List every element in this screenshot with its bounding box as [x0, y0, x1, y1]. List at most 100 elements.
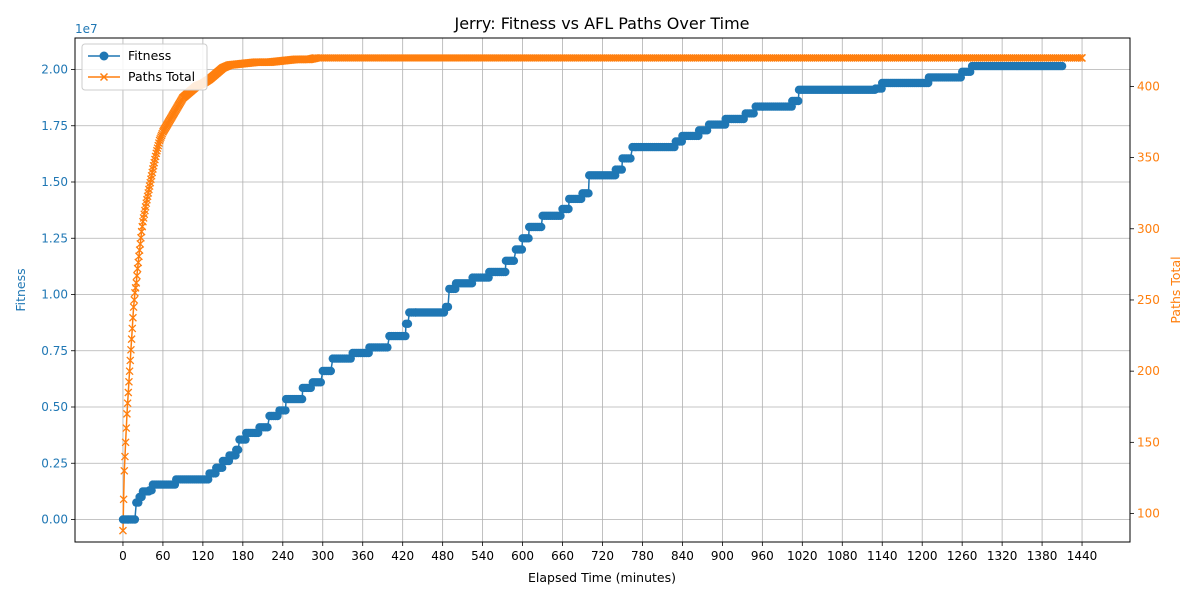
y-left-tick-label: 1.25	[41, 231, 68, 245]
x-tick-label: 1380	[1027, 549, 1058, 563]
fitness-point	[794, 96, 803, 106]
chart-title: Jerry: Fitness vs AFL Paths Over Time	[453, 14, 749, 33]
fitness-point	[617, 165, 626, 174]
paths-total-point	[130, 296, 139, 304]
fitness-point	[556, 211, 565, 220]
fitness-point	[749, 109, 758, 118]
paths-total-point	[126, 356, 135, 365]
x-tick-label: 480	[431, 549, 454, 563]
legend-paths-label: Paths Total	[128, 69, 195, 84]
x-tick-label: 660	[551, 549, 574, 563]
y-right-tick-label: 250	[1137, 293, 1160, 307]
x-tick-label: 1020	[787, 549, 818, 563]
x-tick-label: 180	[231, 549, 254, 563]
paths-total-point	[124, 388, 133, 397]
paths-total-point	[122, 424, 131, 433]
x-tick-label: 540	[471, 549, 494, 563]
y-axis-label-right: Paths Total	[1168, 256, 1183, 323]
legend-fitness-label: Fitness	[128, 48, 171, 63]
x-tick-label: 300	[311, 549, 334, 563]
fitness-point	[326, 366, 335, 376]
fitness-point	[626, 154, 635, 163]
x-tick-label: 840	[671, 549, 694, 563]
axes: 0 60 120 180 240 300 360 420 480 540 600 660 720 780 8…	[41, 63, 1160, 564]
x-tick-label: 1440	[1067, 549, 1098, 563]
y-right-tick-label: 300	[1137, 222, 1160, 236]
fitness-point	[263, 423, 272, 432]
paths-total-point	[122, 409, 131, 418]
fitness-point	[509, 256, 519, 265]
y-left-tick-label: 0.50	[41, 400, 68, 414]
fitness-point	[234, 445, 243, 454]
fitness-point	[241, 435, 250, 444]
paths-total-point	[128, 324, 137, 333]
fitness-point	[501, 267, 510, 277]
paths-total-point	[127, 335, 136, 344]
fitness-point	[281, 406, 290, 415]
x-tick-label: 1080	[827, 549, 858, 563]
paths-total-point	[125, 367, 134, 376]
x-tick-label: 780	[631, 549, 654, 563]
y-left-tick-label: 1.50	[41, 175, 68, 189]
paths-total-point	[1078, 53, 1087, 62]
fitness-point	[1057, 61, 1067, 71]
x-tick-label: 1260	[947, 549, 978, 563]
fitness-point	[130, 515, 140, 524]
fitness-point	[537, 222, 546, 232]
x-tick-label: 900	[711, 549, 734, 563]
y-left-tick-label: 1.75	[41, 119, 68, 133]
x-tick-label: 240	[271, 549, 294, 563]
x-axis-label: Elapsed Time (minutes)	[528, 570, 676, 585]
paths-total-point	[118, 526, 127, 535]
paths-total-point	[154, 139, 163, 148]
fitness-markers	[118, 61, 1067, 524]
fitness-point	[218, 463, 227, 472]
y-right-tick-label: 150	[1137, 435, 1160, 449]
legend: Fitness Paths Total	[81, 43, 208, 91]
paths-total-point	[124, 377, 133, 386]
fitness-point	[316, 378, 325, 387]
paths-total-point	[123, 399, 132, 408]
y-left-tick-label: 0.00	[41, 513, 68, 527]
y-right-tick-label: 400	[1137, 79, 1160, 93]
x-tick-label: 0	[119, 549, 127, 563]
paths-total-point	[129, 303, 138, 312]
y-left-tick-label: 1.00	[41, 288, 68, 302]
y-left-tick-label: 0.25	[41, 456, 68, 470]
fitness-point	[297, 394, 307, 404]
paths-total-point	[1075, 53, 1084, 62]
y-right-tick-label: 200	[1137, 364, 1160, 378]
x-tick-label: 600	[511, 549, 534, 563]
fitness-point	[564, 204, 573, 214]
paths-total-point	[126, 345, 135, 354]
paths-total-point	[119, 495, 128, 504]
paths-total-point	[120, 452, 129, 461]
x-tick-label: 120	[191, 549, 214, 563]
x-tick-label: 420	[391, 549, 414, 563]
fitness-point	[524, 234, 533, 243]
fitness-point	[403, 319, 413, 328]
y-axis-offset-text: 1e7	[75, 22, 98, 36]
x-tick-label: 360	[351, 549, 374, 563]
fitness-point	[517, 245, 527, 254]
paths-total-point	[128, 313, 137, 322]
x-tick-label: 1200	[907, 549, 938, 563]
paths-total-point	[120, 466, 129, 475]
y-right-tick-label: 100	[1137, 507, 1160, 521]
y-left-tick-label: 2.00	[41, 63, 68, 77]
x-tick-label: 720	[591, 549, 614, 563]
x-tick-label: 960	[751, 549, 774, 563]
paths-total-point	[132, 271, 141, 280]
legend-fitness-marker	[99, 51, 109, 61]
fitness-point	[584, 189, 593, 198]
y-right-tick-label: 350	[1137, 151, 1160, 165]
y-left-tick-label: 0.75	[41, 344, 68, 358]
x-tick-label: 1320	[987, 549, 1018, 563]
paths-total-point	[121, 438, 130, 447]
x-tick-label: 1140	[867, 549, 898, 563]
fitness-point	[443, 302, 453, 312]
x-tick-label: 60	[155, 549, 170, 563]
grid	[75, 38, 1130, 542]
